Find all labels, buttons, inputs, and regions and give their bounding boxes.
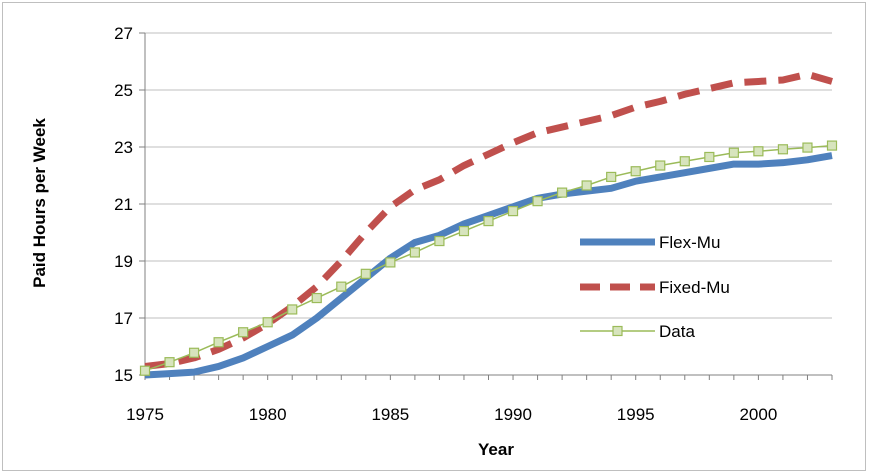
data-point-marker <box>336 281 347 292</box>
data-point-marker <box>188 347 200 358</box>
data-point-marker <box>728 147 739 158</box>
legend-label-flex-mu: Flex-Mu <box>659 233 720 252</box>
x-tick-label: 2000 <box>739 405 777 424</box>
data-point-marker <box>630 166 641 177</box>
data-point-marker <box>557 187 568 198</box>
data-point-marker <box>679 156 690 167</box>
data-point-marker <box>581 180 592 191</box>
data-point-marker <box>532 196 543 207</box>
y-tick-label: 17 <box>114 309 133 328</box>
data-point-marker <box>360 268 371 279</box>
data-point-marker <box>409 247 420 258</box>
data-point-marker <box>139 365 151 376</box>
y-tick-label: 23 <box>114 138 133 157</box>
tick-labels: 15 17 19 21 23 25 27 1975 1980 1985 1990 1995 2000 <box>114 24 777 424</box>
data-point-marker <box>753 146 764 157</box>
data-point-marker <box>777 144 789 155</box>
data-point-marker <box>385 257 396 268</box>
y-tick-label: 19 <box>114 252 133 271</box>
legend: Flex-Mu Fixed-Mu Data <box>580 233 730 341</box>
gridlines <box>145 32 832 319</box>
data-point-marker <box>311 292 322 304</box>
y-tick-label: 15 <box>114 366 133 385</box>
data-point-marker <box>458 225 470 237</box>
legend-label-data: Data <box>659 322 695 341</box>
data-point-marker <box>287 304 298 315</box>
data-point-marker <box>238 327 249 338</box>
data-point-marker <box>164 357 175 368</box>
data-point-marker <box>802 142 813 153</box>
y-tick-label: 25 <box>114 81 133 100</box>
y-tick-label: 27 <box>114 24 133 43</box>
data-point-marker <box>606 171 617 183</box>
y-axis-title: Paid Hours per Week <box>30 118 49 288</box>
data-point-marker <box>507 206 519 217</box>
y-tick-label: 21 <box>114 195 133 214</box>
data-point-marker <box>655 160 666 171</box>
data-point-marker <box>434 235 445 247</box>
series-line-fixed-mu <box>144 70 833 370</box>
legend-label-fixed-mu: Fixed-Mu <box>659 278 730 297</box>
data-point-marker <box>704 151 715 163</box>
series-lines <box>139 70 838 379</box>
data-point-marker <box>483 216 494 227</box>
data-point-marker <box>262 317 273 328</box>
x-tick-label: 1980 <box>249 405 287 424</box>
data-point-marker <box>826 140 838 151</box>
data-point-marker <box>213 337 224 348</box>
series-line-flex-mu <box>144 152 833 379</box>
x-axis-title: Year <box>478 440 514 459</box>
x-tick-label: 1995 <box>617 405 655 424</box>
x-tick-label: 1990 <box>494 405 532 424</box>
legend-marker-data <box>612 325 623 337</box>
x-tick-label: 1975 <box>126 405 164 424</box>
x-tick-label: 1985 <box>371 405 409 424</box>
